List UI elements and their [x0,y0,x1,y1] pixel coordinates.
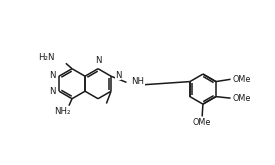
Text: OMe: OMe [193,118,211,127]
Text: H₂N: H₂N [39,53,55,62]
Text: N: N [115,71,121,80]
Text: NH₂: NH₂ [54,107,70,116]
Text: NH: NH [131,78,144,86]
Text: N: N [95,56,101,65]
Text: N: N [49,71,55,80]
Text: OMe: OMe [232,75,251,84]
Text: N: N [49,87,55,97]
Text: OMe: OMe [232,94,251,103]
